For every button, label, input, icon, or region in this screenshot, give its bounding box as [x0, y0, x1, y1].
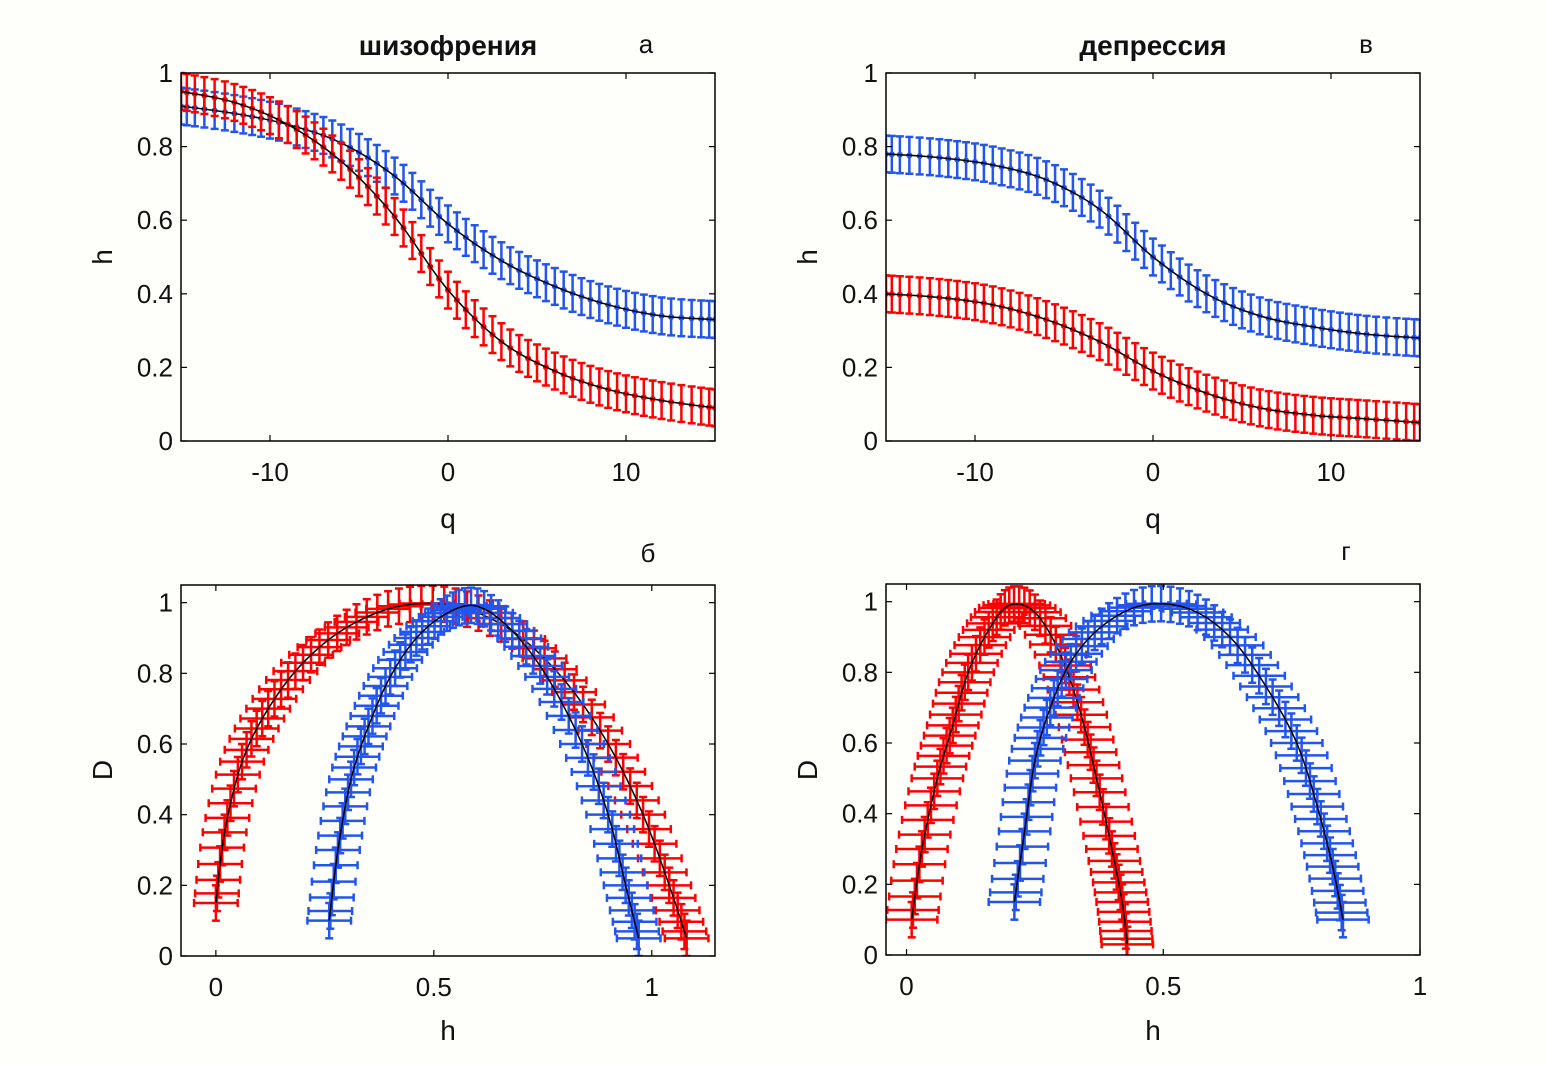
panel-letter: б — [641, 538, 656, 568]
y-tick-label: 0.6 — [137, 205, 173, 235]
y-axis-label: h — [792, 249, 823, 265]
panel-depression-d-h: г h D 0 0.5 1 0 0.2 0.4 0.6 0.8 1 — [792, 536, 1427, 1046]
fit-line — [328, 604, 640, 939]
data-layer — [886, 584, 1370, 955]
x-tick-label: 0.5 — [1145, 971, 1181, 1001]
chart-title: шизофрения — [359, 30, 538, 61]
series-red — [181, 71, 715, 428]
x-tick-label: 1 — [645, 972, 659, 1002]
y-axis-label: D — [792, 760, 823, 780]
y-tick-label: 0.2 — [842, 869, 878, 899]
y-tick-label: 0.4 — [137, 279, 173, 309]
y-tick-label: 1 — [159, 58, 173, 88]
x-tick-label: -10 — [251, 457, 289, 487]
y-tick-label: 0.8 — [137, 658, 173, 688]
x-tick-label: 10 — [1317, 457, 1346, 487]
y-tick-label: 0.6 — [842, 728, 878, 758]
y-tick-label: 0 — [864, 940, 878, 970]
y-tick-label: 0 — [159, 426, 173, 456]
x-axis-label: q — [1145, 503, 1161, 534]
panel-letter: а — [639, 29, 654, 59]
x-tick-label: 1 — [1413, 971, 1427, 1001]
panel-depression-h-q: депрессия в q h -10 0 10 0 0.2 0.4 0.6 0.8 1 — [792, 29, 1421, 534]
data-layer — [192, 584, 710, 956]
y-tick-label: 0.6 — [842, 205, 878, 235]
x-axis-label: q — [440, 503, 456, 534]
fit-line — [886, 293, 1420, 424]
axes-frame — [885, 583, 1421, 956]
y-tick-label: 0 — [159, 941, 173, 971]
fit-line — [181, 90, 715, 409]
panel-schizophrenia-d-h: б h D 0 0.5 1 0 0.2 0.4 0.6 0.8 1 — [87, 538, 716, 1046]
y-tick-label: 0.4 — [842, 799, 878, 829]
axes-frame — [180, 584, 716, 957]
series-blue — [987, 584, 1370, 939]
y-tick-label: 1 — [159, 588, 173, 618]
data-layer — [181, 71, 715, 428]
series-blue — [886, 134, 1420, 358]
panel-schizophrenia-h-q: шизофрения а q h -10 0 10 0 0.2 0.4 0.6 0.8 1 — [87, 29, 716, 534]
y-tick-label: 0.8 — [842, 657, 878, 687]
series-red — [886, 274, 1420, 441]
panel-letter: в — [1359, 29, 1373, 59]
fit-line — [215, 602, 688, 939]
y-tick-label: 0.8 — [137, 132, 173, 162]
panel-letter: г — [1341, 536, 1350, 566]
y-tick-label: 1 — [864, 587, 878, 617]
y-axis-label: h — [87, 249, 118, 265]
chart-title: депрессия — [1079, 30, 1226, 61]
fit-line — [910, 603, 1129, 945]
x-tick-label: -10 — [956, 457, 994, 487]
x-axis-label: h — [440, 1015, 456, 1046]
x-tick-label: 10 — [612, 457, 641, 487]
x-tick-label: 0 — [899, 971, 913, 1001]
y-tick-label: 0.2 — [137, 352, 173, 382]
fit-line — [886, 153, 1420, 339]
x-tick-label: 0 — [209, 972, 223, 1002]
data-layer — [886, 134, 1420, 441]
y-tick-label: 0.6 — [137, 729, 173, 759]
x-tick-label: 0.5 — [416, 972, 452, 1002]
y-tick-label: 0.8 — [842, 132, 878, 162]
fit-line — [1013, 602, 1344, 920]
y-tick-label: 0.2 — [137, 870, 173, 900]
series-blue — [306, 586, 662, 956]
y-tick-label: 1 — [864, 58, 878, 88]
x-tick-label: 0 — [1146, 457, 1160, 487]
x-axis-label: h — [1145, 1015, 1161, 1046]
y-tick-label: 0 — [864, 426, 878, 456]
y-axis-label: D — [87, 760, 118, 780]
y-tick-label: 0.2 — [842, 352, 878, 382]
x-tick-label: 0 — [441, 457, 455, 487]
y-tick-label: 0.4 — [137, 800, 173, 830]
y-tick-label: 0.4 — [842, 279, 878, 309]
